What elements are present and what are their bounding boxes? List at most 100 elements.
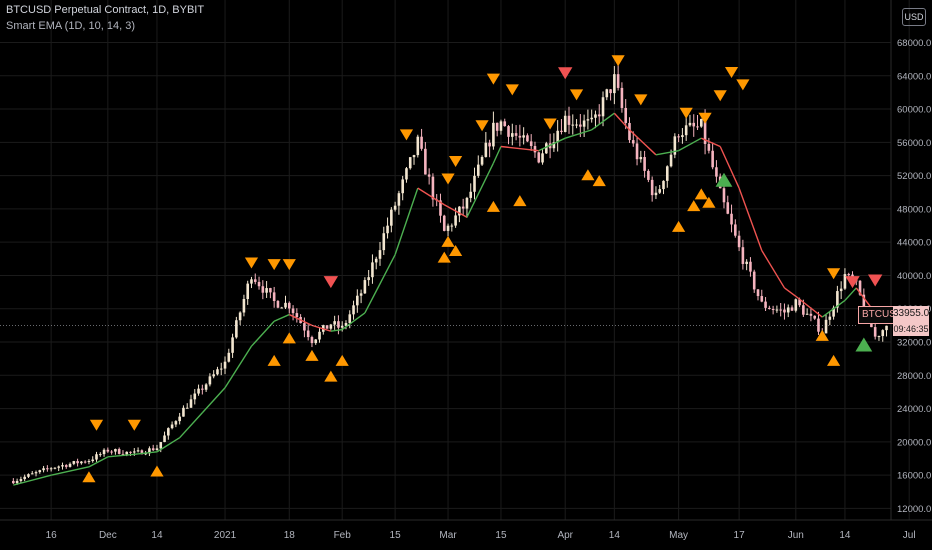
candle-body [507, 126, 510, 137]
time-tick-label: 18 [284, 530, 296, 541]
candle-body [110, 451, 113, 453]
ema-segment [719, 146, 740, 189]
candle-body [159, 442, 163, 449]
candle-body [560, 130, 563, 132]
candle-body [594, 114, 597, 118]
time-tick-label: 15 [495, 530, 507, 541]
candle-body [61, 465, 64, 467]
candle-body [269, 288, 272, 293]
ema-segment [591, 112, 615, 131]
ema-segment [156, 437, 181, 453]
candle-body [382, 233, 386, 251]
candle-body [798, 299, 801, 306]
ema-segment [628, 129, 657, 156]
candle-body [121, 453, 125, 455]
indicator-legend[interactable]: Smart EMA (1D, 10, 14, 3) [6, 20, 135, 32]
sell-signal-marker [282, 259, 296, 271]
chart-grid [0, 0, 910, 520]
ema-segment [201, 387, 226, 414]
candle-body [424, 148, 427, 175]
time-tick-label: 16 [46, 530, 58, 541]
candle-body [38, 470, 42, 473]
candle-body [216, 369, 219, 375]
candle-body [480, 156, 484, 165]
candle-body [843, 274, 847, 289]
candle-body [526, 135, 529, 142]
candle-body [703, 119, 707, 144]
candle-body [340, 325, 344, 328]
candle-body [442, 215, 446, 231]
candle-body [665, 166, 669, 181]
candle-body [167, 428, 170, 436]
candle-body [775, 309, 779, 311]
candle-body [356, 295, 359, 306]
candle-body [98, 454, 102, 456]
candle-body [439, 200, 442, 216]
ema-segment [844, 287, 857, 301]
ema-segment [134, 451, 158, 456]
candle-body [272, 292, 276, 302]
time-tick-label: 2021 [214, 530, 237, 541]
buy-signal-marker [335, 354, 349, 366]
candle-body [722, 188, 726, 203]
candle-body [12, 480, 15, 484]
buy-signal-marker [687, 200, 701, 212]
candle-body [416, 136, 420, 156]
candle-body [499, 121, 503, 131]
candle-body [684, 125, 688, 136]
candle-body [790, 307, 794, 311]
candle-body [337, 321, 340, 328]
candle-body [117, 449, 121, 454]
buy-signal-marker [82, 471, 96, 483]
ema-segment [678, 137, 702, 152]
time-tick-label: Dec [99, 530, 117, 541]
ema-segment [821, 299, 846, 318]
candle-body [106, 449, 110, 452]
candle-body [49, 468, 53, 470]
candle-body [64, 465, 68, 467]
ema-segment [784, 287, 797, 297]
candle-body [140, 450, 144, 455]
buy-signal-marker [324, 370, 338, 382]
candle-body [745, 261, 748, 264]
buy-signal-marker [592, 175, 606, 187]
candle-body [862, 294, 866, 310]
candle-body [144, 453, 147, 455]
candle-body [30, 473, 34, 475]
price-tick-label: 60000.0 [897, 105, 931, 116]
candle-body [163, 435, 166, 443]
candle-body [461, 206, 465, 209]
ema-segment [364, 254, 396, 314]
candle-body [873, 327, 877, 337]
candle-body [91, 459, 95, 462]
candle-body [246, 283, 249, 299]
candle-body [726, 202, 730, 214]
sell-signal-marker [127, 419, 141, 431]
currency-button[interactable]: USD [902, 8, 926, 26]
candle-body [529, 141, 533, 147]
candle-body [454, 215, 457, 226]
candle-body [185, 407, 189, 409]
candle-body [95, 454, 98, 460]
sell-signal-marker [449, 155, 463, 167]
candle-body [752, 271, 756, 290]
candle-body [624, 107, 627, 123]
time-tick-label: Jul [903, 530, 916, 541]
candle-body [201, 388, 204, 390]
candle-body [658, 189, 662, 193]
candle-body [446, 225, 450, 231]
candle-body [858, 280, 862, 295]
candle-body [431, 176, 435, 200]
candle-body [771, 309, 775, 311]
candle-body [616, 74, 620, 88]
ema-segment [613, 112, 630, 131]
candle-body [647, 170, 650, 180]
ema-segment [88, 456, 109, 468]
price-tick-label: 32000.0 [897, 338, 931, 349]
candle-body [280, 307, 284, 309]
candle-body [473, 175, 476, 192]
candle-body [352, 305, 355, 315]
candle-body [692, 122, 696, 127]
candle-body [783, 309, 786, 313]
